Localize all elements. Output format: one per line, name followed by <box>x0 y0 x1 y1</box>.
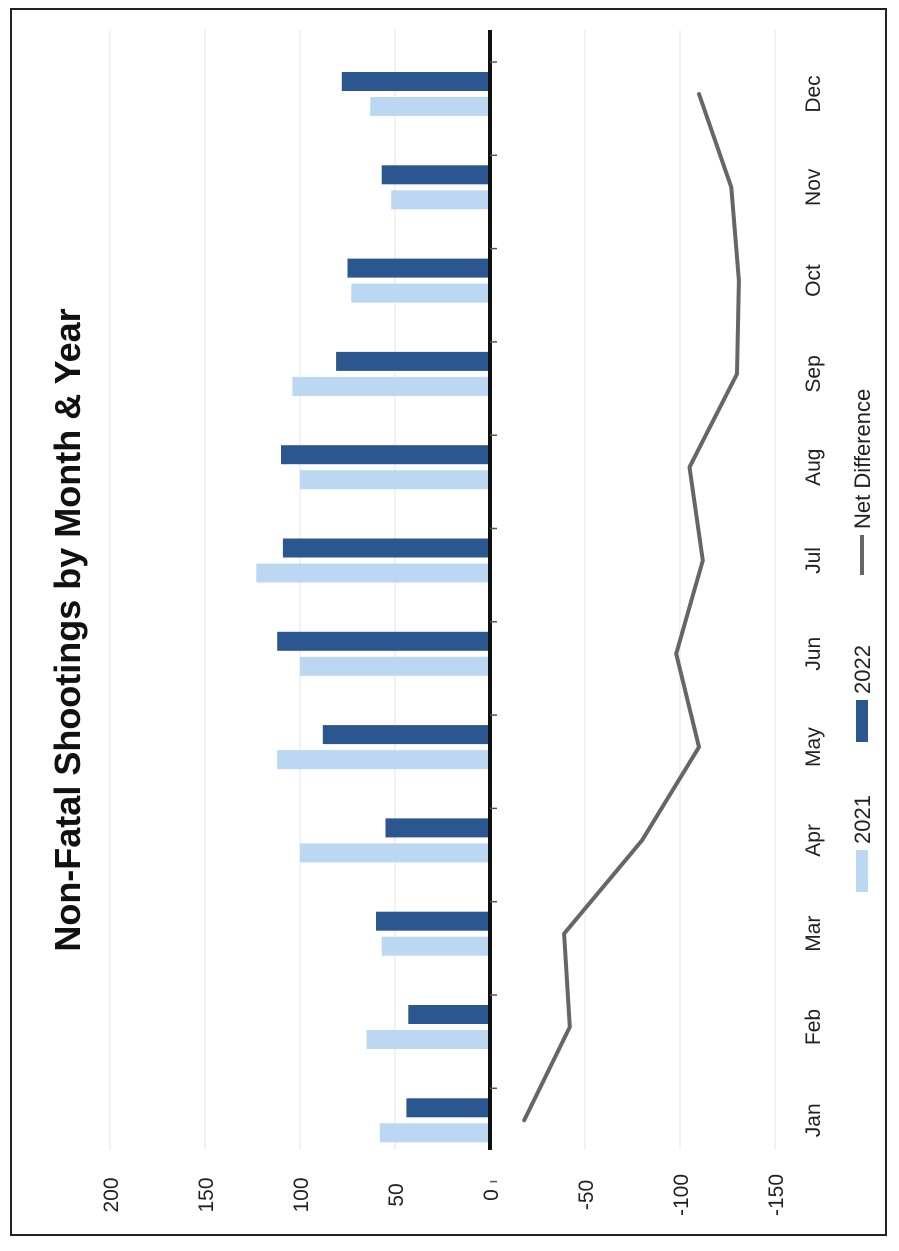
category-tick-label: Oct <box>802 264 825 297</box>
bar-2021-feb <box>366 1030 490 1049</box>
bar-2022-apr <box>385 818 490 838</box>
net-difference-line <box>522 92 741 1123</box>
legend-label: Net Difference <box>850 389 875 529</box>
gridlines <box>109 30 776 1150</box>
category-tick-label: May <box>802 727 825 767</box>
bar-2021-oct <box>351 283 490 303</box>
category-tick-label: Jan <box>802 1103 825 1137</box>
category-tick-label: Aug <box>802 449 825 486</box>
bar-2021-jul <box>256 563 490 583</box>
bar-2021-sep <box>292 376 490 396</box>
bar-2022-nov <box>381 165 490 185</box>
bar-2021-jun <box>300 656 490 676</box>
legend: 2021 2022 Net Difference <box>850 389 875 892</box>
bar-2021-may <box>277 750 490 770</box>
category-tick-label: Feb <box>802 1009 825 1045</box>
bar-2022-oct <box>347 258 490 278</box>
legend-swatch-2022 <box>856 700 868 742</box>
category-axis-ticks: Jan Feb Mar Apr May Jun Jul Aug Sep Oct Nov Dec <box>802 75 825 1137</box>
category-tick-label: Nov <box>802 168 825 206</box>
value-axis-ticks: 200 150 100 50 0 -50 -100 -150 <box>100 1174 788 1216</box>
bar-2022-mar <box>376 911 490 931</box>
value-tick-label: -100 <box>670 1174 693 1216</box>
bar-2022-jun <box>277 631 490 651</box>
bar-2021-jan <box>379 1123 490 1143</box>
bar-2021-nov <box>391 190 490 210</box>
bar-2022-aug <box>281 445 490 465</box>
value-tick-label: 0 <box>480 1189 503 1201</box>
value-tick-label: 150 <box>195 1177 218 1212</box>
value-tick-label: 100 <box>290 1177 313 1212</box>
bar-2022-dec <box>341 72 490 91</box>
value-tick-label: -50 <box>575 1180 598 1210</box>
bar-2022-jul <box>282 538 490 558</box>
legend-label: 2022 <box>850 645 875 694</box>
category-tick-label: Apr <box>802 824 825 857</box>
chart-title: Non-Fatal Shootings by Month & Year <box>47 308 88 951</box>
bar-2022-feb <box>408 1005 490 1024</box>
zero-axis <box>488 30 497 1183</box>
bar-2021-dec <box>370 97 490 116</box>
category-tick-label: Sep <box>802 355 825 392</box>
category-tick-label: Dec <box>802 75 825 112</box>
bar-2022-sep <box>336 351 490 371</box>
bar-2022-may <box>322 725 490 745</box>
bars <box>256 72 490 1143</box>
bar-2021-aug <box>300 470 490 490</box>
bar-2022-jan <box>406 1098 490 1118</box>
value-tick-label: 200 <box>100 1177 123 1212</box>
value-tick-label: -150 <box>765 1174 788 1216</box>
category-tick-label: Jul <box>802 547 825 574</box>
chart-title-group: Non-Fatal Shootings by Month & Year <box>47 308 88 951</box>
bar-2021-mar <box>381 936 490 956</box>
legend-label: 2021 <box>850 795 875 844</box>
bar-2021-apr <box>300 843 490 863</box>
category-tick-label: Jun <box>802 637 825 671</box>
net-difference-polyline <box>522 92 741 1123</box>
chart: 200 150 100 50 0 -50 -100 -150 JanFebMarAprMayJ… <box>47 30 875 1216</box>
legend-swatch-2021 <box>856 850 868 892</box>
value-tick-label: 50 <box>385 1183 408 1206</box>
category-tick-label: Mar <box>802 916 825 952</box>
chart-frame: 200 150 100 50 0 -50 -100 -150 Jan Feb Mar Apr May J… <box>10 8 887 1236</box>
